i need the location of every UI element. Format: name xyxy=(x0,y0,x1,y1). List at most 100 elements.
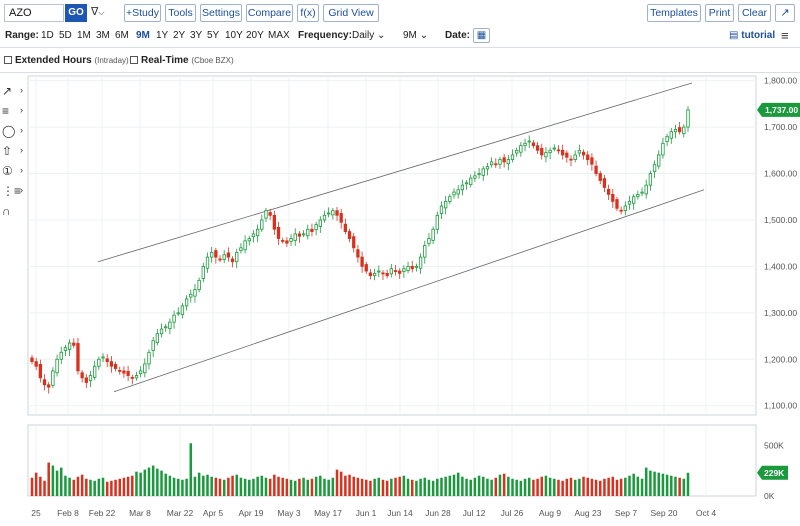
candle-body xyxy=(356,249,360,258)
candle-body xyxy=(264,210,268,219)
range-option-20y[interactable]: 20Y xyxy=(246,30,264,41)
volume-bar xyxy=(160,470,163,496)
candle-body xyxy=(180,305,185,316)
candle-body xyxy=(477,173,481,175)
volume-bar xyxy=(678,477,681,496)
volume-bar xyxy=(97,478,101,496)
candle-body xyxy=(439,205,444,214)
volume-bar xyxy=(227,477,230,496)
tutorial-link[interactable]: ▤ tutorial xyxy=(729,30,776,41)
menu-icon[interactable]: ≡ xyxy=(781,28,789,43)
volume-bar xyxy=(373,478,376,496)
chart-type-dropdown[interactable]: ∇⌵ xyxy=(91,5,104,18)
range-option-3y[interactable]: 3Y xyxy=(190,30,203,41)
volume-bar xyxy=(319,475,322,496)
arrow-icon[interactable]: ⇧ › xyxy=(2,144,23,158)
x-tick-label: Jul 26 xyxy=(501,508,524,518)
gridview-button[interactable]: Grid View xyxy=(323,4,379,22)
volume-bar xyxy=(268,478,272,496)
shapes-icon[interactable]: ◯ › xyxy=(2,124,23,138)
volume-bar xyxy=(168,475,172,496)
y-tick-label: 1,600.00 xyxy=(764,169,797,179)
candle-body xyxy=(556,149,561,152)
range-option-max[interactable]: MAX xyxy=(268,30,290,41)
range-option-5d[interactable]: 5D xyxy=(59,30,72,41)
volume-bar xyxy=(615,479,619,496)
date-label: Date: xyxy=(445,30,471,41)
candle-body xyxy=(314,224,318,231)
candle-body xyxy=(76,343,80,372)
tools-button[interactable]: Tools xyxy=(165,4,196,22)
range-option-10y[interactable]: 10Y xyxy=(225,30,243,41)
extended-hours-checkbox[interactable]: Extended Hours (Intraday) xyxy=(4,55,129,66)
candle-body xyxy=(540,148,544,156)
fx-button[interactable]: f(x) xyxy=(297,4,319,22)
symbol-input[interactable] xyxy=(4,4,64,22)
y-tick-label: 1,300.00 xyxy=(764,308,797,318)
candle-body xyxy=(606,188,611,195)
clear-button[interactable]: Clear xyxy=(738,4,771,22)
candle-body xyxy=(352,236,356,249)
range-option-1y[interactable]: 1Y xyxy=(156,30,169,41)
candle-body xyxy=(172,314,176,323)
candle-body xyxy=(535,145,540,151)
candle-body xyxy=(410,265,414,270)
volume-bar xyxy=(51,465,55,496)
candle-body xyxy=(251,233,256,238)
realtime-checkbox[interactable]: Real-Time (Cboe BZX) xyxy=(130,55,234,66)
print-button[interactable]: Print xyxy=(705,4,734,22)
volume-bar xyxy=(590,478,594,496)
volume-tick-label: 500K xyxy=(764,440,784,450)
candle-body xyxy=(502,157,506,163)
x-tick-label: Sep 7 xyxy=(615,508,637,518)
go-button[interactable]: GO xyxy=(65,4,87,22)
volume-bar xyxy=(490,479,493,496)
y-tick-label: 1,500.00 xyxy=(764,215,797,225)
annotation-icon[interactable]: ① › xyxy=(2,164,23,178)
volume-bar xyxy=(206,474,209,496)
volume-bar xyxy=(248,479,251,496)
range-option-6m[interactable]: 6M xyxy=(115,30,129,41)
volume-bar xyxy=(118,478,121,496)
candle-body xyxy=(510,154,515,160)
range-option-5y[interactable]: 5Y xyxy=(207,30,220,41)
volume-bar xyxy=(185,478,188,496)
volume-bar xyxy=(89,479,92,496)
templates-button[interactable]: Templates xyxy=(647,4,701,22)
magnet-icon[interactable]: ∩ xyxy=(2,204,11,218)
candle-body xyxy=(398,270,402,274)
study-button[interactable]: +Study xyxy=(124,4,161,22)
volume-bar xyxy=(527,477,531,496)
fullscreen-icon[interactable]: ↗ xyxy=(775,4,795,22)
trendline-icon[interactable]: ↗ › xyxy=(2,84,23,98)
calendar-icon[interactable]: ▦ xyxy=(473,28,490,43)
period-select[interactable]: 9M ⌄ xyxy=(403,30,429,41)
measure-icon[interactable]: ⋮≡ › xyxy=(2,184,23,198)
candle-body xyxy=(548,149,552,154)
compare-button[interactable]: Compare xyxy=(246,4,293,22)
range-option-1d[interactable]: 1D xyxy=(41,30,54,41)
volume-bar xyxy=(85,478,88,496)
volume-bar xyxy=(210,476,213,496)
candle-body xyxy=(485,166,490,170)
volume-bar xyxy=(536,478,539,496)
range-option-9m[interactable]: 9M xyxy=(136,30,150,41)
candle-body xyxy=(435,214,439,230)
volume-bar xyxy=(482,476,485,496)
volume-bar xyxy=(565,478,569,496)
volume-bar xyxy=(110,480,113,496)
candle-body xyxy=(230,258,235,263)
volume-bar xyxy=(431,480,435,496)
frequency-select[interactable]: Daily ⌄ xyxy=(352,30,386,41)
range-option-2y[interactable]: 2Y xyxy=(173,30,186,41)
settings-button[interactable]: Settings xyxy=(200,4,242,22)
volume-bar xyxy=(553,478,556,496)
volume-bar xyxy=(419,478,422,496)
range-option-1m[interactable]: 1M xyxy=(77,30,91,41)
chevron-down-icon: ⌵ xyxy=(98,8,105,17)
fibonacci-icon[interactable]: ≡ › xyxy=(2,104,23,118)
volume-bar xyxy=(339,471,343,496)
range-option-3m[interactable]: 3M xyxy=(96,30,110,41)
chevron-right-icon: › xyxy=(20,105,23,115)
